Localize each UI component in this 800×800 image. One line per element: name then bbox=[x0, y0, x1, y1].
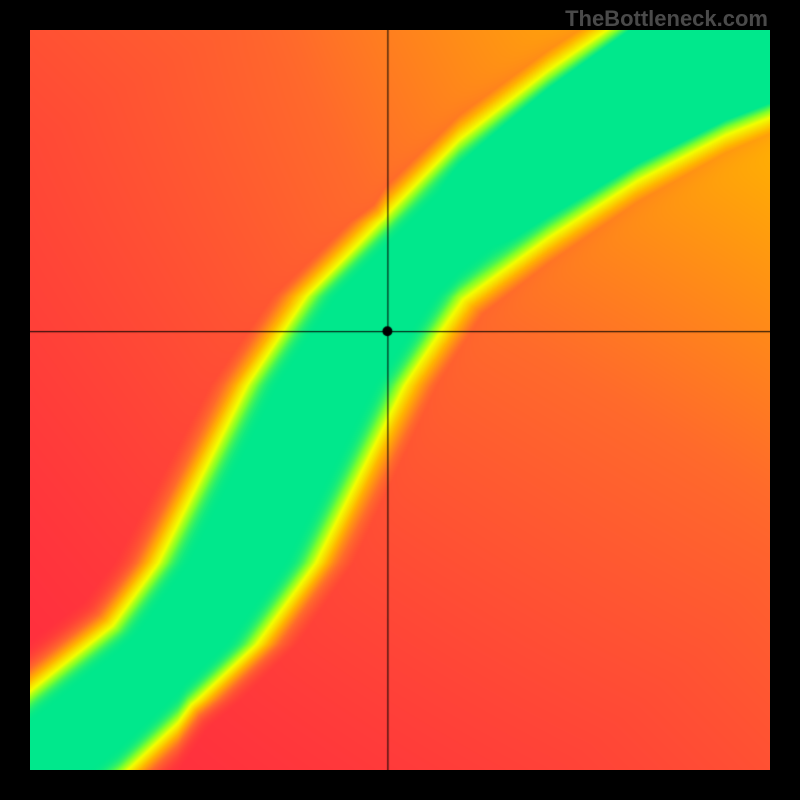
watermark-text: TheBottleneck.com bbox=[565, 6, 768, 32]
heatmap-plot bbox=[30, 30, 770, 770]
heatmap-canvas bbox=[30, 30, 770, 770]
